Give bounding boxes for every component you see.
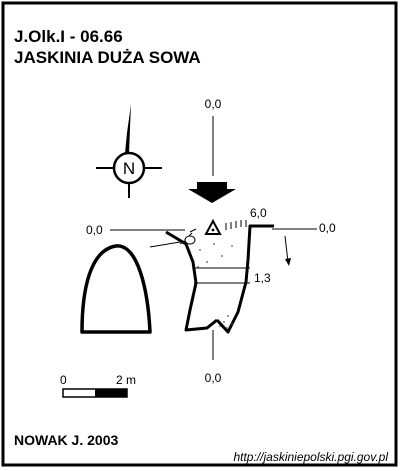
cave-name: JASKINIA DUŻA SOWA — [14, 48, 201, 67]
scale-start-label: 0 — [60, 373, 67, 387]
boulder-icon — [184, 235, 196, 245]
level-right: 0,0 — [319, 221, 336, 235]
north-arrow-icon: N — [96, 104, 162, 198]
level-left: 0,0 — [86, 223, 103, 237]
north-label: N — [123, 159, 135, 178]
cave-code: J.Olk.I - 06.66 — [14, 27, 123, 46]
entrance-cross-section — [80, 244, 152, 334]
source-url: http://jaskiniepolski.pgi.gov.pl — [233, 450, 388, 464]
level-bottom: 0,0 — [205, 371, 222, 385]
level-floor: 1,3 — [254, 271, 271, 285]
sediment-stipple — [197, 243, 233, 329]
level-top: 0,0 — [205, 97, 222, 111]
scale-end-label: 2 m — [116, 373, 136, 387]
survey-point-icon — [204, 218, 222, 235]
scale-bar — [62, 388, 128, 398]
cave-profile — [165, 224, 274, 334]
author: NOWAK J. 2003 — [14, 432, 118, 448]
level-ceiling: 6,0 — [250, 206, 267, 220]
descent-arrow-icon — [284, 235, 291, 266]
entrance-arrow-icon — [188, 182, 236, 203]
